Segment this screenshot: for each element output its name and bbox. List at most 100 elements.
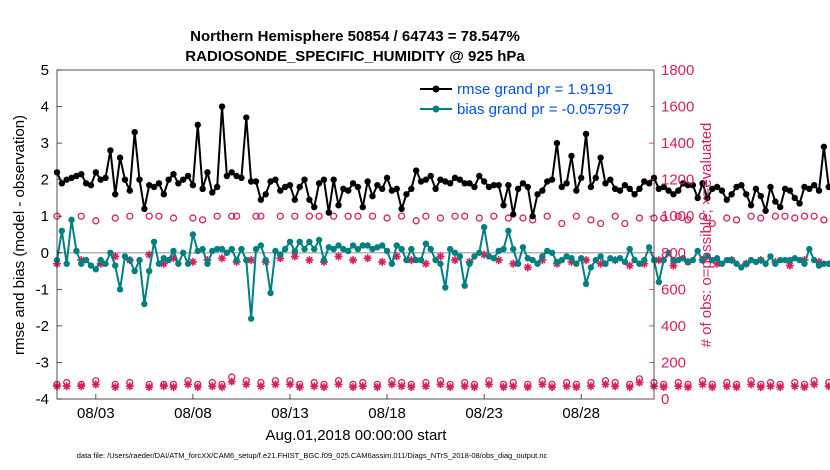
bias-point: [383, 247, 391, 255]
bias-point: [587, 264, 595, 271]
x-tick-label: 08/08: [174, 405, 212, 422]
rmse-point: [291, 196, 299, 203]
rmse-point: [199, 185, 206, 193]
rmse-point: [223, 172, 231, 180]
bias-point: [267, 289, 274, 297]
obs-evaluated-point: [96, 259, 105, 268]
rmse-point: [810, 181, 818, 189]
bias-point: [626, 245, 633, 253]
rmse-point: [558, 183, 565, 191]
bias-point: [422, 240, 430, 247]
obs-evaluated-point: [77, 256, 86, 265]
obs-low-evaluated-point: [242, 380, 251, 389]
rmse-point: [286, 181, 294, 189]
bias-point: [471, 253, 478, 260]
bias-point: [655, 278, 663, 286]
bias-point: [563, 253, 570, 260]
bias-point: [374, 244, 381, 251]
bias-point: [820, 260, 828, 267]
obs-low-evaluated-point: [800, 383, 809, 392]
obs-possible-point: [436, 214, 445, 222]
y-tick-label: -3: [36, 354, 49, 371]
bias-point: [544, 247, 551, 255]
bias-point: [757, 256, 764, 264]
rmse-point: [194, 121, 201, 129]
rmse-point: [738, 181, 745, 189]
rmse-point: [359, 203, 366, 211]
bias-point: [412, 256, 420, 264]
rmse-point: [641, 178, 648, 185]
bias-point: [713, 255, 721, 262]
obs-low-evaluated-point: [397, 382, 406, 391]
obs-low-evaluated-point: [271, 380, 280, 389]
legend-box: [413, 78, 651, 120]
rmse-point: [534, 191, 541, 198]
obs-evaluated-point: [538, 256, 547, 265]
bias-point: [68, 216, 75, 224]
obs-possible-point: [397, 212, 406, 220]
bias-point: [194, 247, 201, 255]
rmse-point: [427, 172, 434, 180]
y2-tick-label: 400: [661, 318, 686, 335]
y-tick-label: 4: [41, 99, 49, 116]
bias-point: [621, 258, 629, 266]
rmse-point: [684, 181, 692, 189]
x-tick-label: 08/23: [465, 405, 503, 422]
bias-point: [791, 255, 798, 262]
bias-point: [602, 260, 609, 267]
rmse-point: [78, 170, 85, 178]
bias-point: [437, 260, 444, 267]
obs-evaluated-point: [669, 261, 678, 270]
bias-point: [524, 255, 532, 262]
rmse-point: [345, 187, 352, 194]
obs-low-evaluated-point: [319, 383, 328, 392]
rmse-point: [699, 180, 706, 187]
bias-point: [311, 245, 318, 253]
y2-tick-label: 600: [661, 281, 686, 298]
obs-possible-point: [145, 212, 153, 220]
bias-point: [213, 245, 221, 253]
obs-possible-point: [596, 219, 605, 228]
rmse-point: [408, 185, 415, 193]
bias-point: [597, 253, 604, 260]
bias-point: [801, 260, 808, 267]
obs-evaluated-point: [451, 256, 459, 265]
bias-point: [480, 223, 488, 231]
y2-axis-label: # of obs: o=possible; ×=evaluated: [698, 123, 715, 348]
obs-possible-point: [92, 217, 100, 225]
obs-possible-point: [771, 212, 779, 220]
obs-evaluated-point: [169, 254, 178, 263]
obs-evaluated-point: [218, 254, 227, 263]
rmse-point: [607, 176, 614, 183]
rmse-point: [243, 114, 250, 121]
rmse-point: [713, 183, 721, 191]
obs-evaluated-point: [363, 254, 372, 263]
rmse-point: [228, 169, 235, 176]
rmse-point: [767, 183, 774, 191]
rmse-point: [645, 180, 653, 187]
bias-point: [315, 236, 323, 244]
bias-point: [92, 266, 100, 273]
bias-point: [131, 267, 138, 275]
obs-possible-point: [344, 212, 352, 220]
obs-evaluated-point: [159, 259, 168, 268]
obs-possible-point: [558, 219, 566, 228]
obs-evaluated-point: [509, 259, 518, 268]
bias-point: [558, 256, 565, 264]
obs-possible-point: [543, 212, 551, 220]
rmse-point: [257, 196, 265, 203]
bias-point: [306, 238, 313, 246]
rmse-point: [776, 203, 784, 211]
obs-low-evaluated-point: [125, 382, 134, 391]
y2-tick-label: 1400: [661, 135, 694, 152]
bias-point: [262, 256, 269, 264]
y2-tick-label: 200: [661, 354, 686, 371]
bias-point: [442, 284, 449, 291]
legend-rmse-marker: [432, 85, 440, 93]
y-tick-label: -1: [36, 281, 49, 298]
bias-point: [58, 227, 66, 235]
rmse-point: [626, 185, 633, 193]
rmse-point: [126, 187, 134, 194]
obs-evaluated-point: [392, 252, 401, 261]
y-tick-label: -2: [36, 318, 49, 335]
